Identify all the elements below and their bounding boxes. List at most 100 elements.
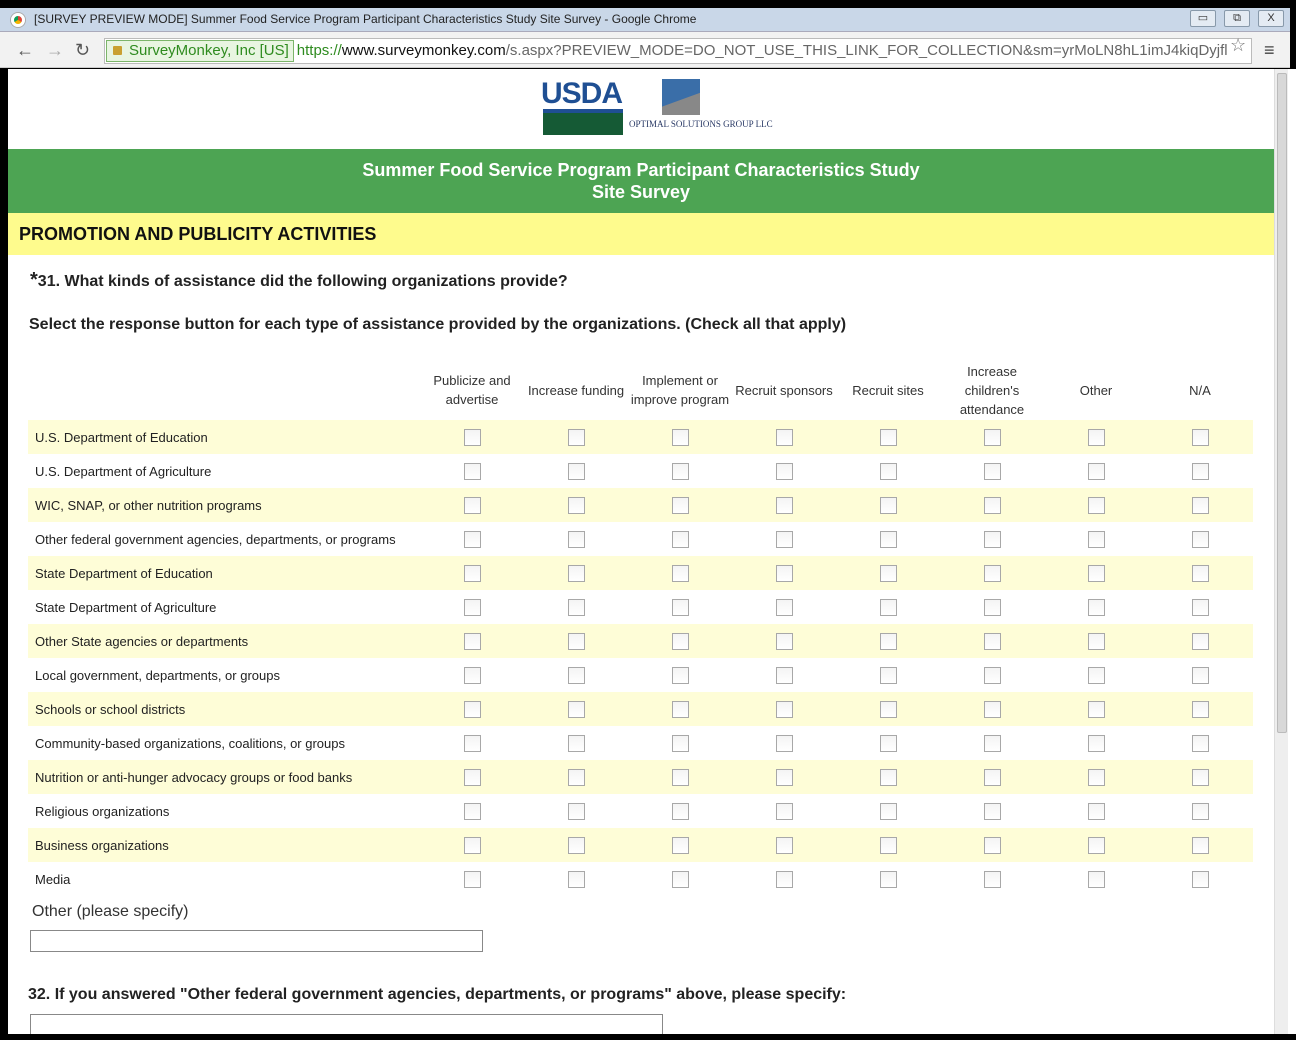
- assistance-checkbox[interactable]: [1087, 632, 1105, 650]
- close-button[interactable]: X: [1258, 10, 1284, 27]
- assistance-checkbox[interactable]: [1087, 428, 1105, 446]
- assistance-checkbox[interactable]: [1087, 666, 1105, 684]
- assistance-checkbox[interactable]: [463, 462, 481, 480]
- assistance-checkbox[interactable]: [567, 564, 585, 582]
- assistance-checkbox[interactable]: [1087, 870, 1105, 888]
- ev-certificate-badge[interactable]: SurveyMonkey, Inc [US]: [106, 40, 294, 62]
- assistance-checkbox[interactable]: [983, 870, 1001, 888]
- assistance-checkbox[interactable]: [879, 632, 897, 650]
- assistance-checkbox[interactable]: [879, 462, 897, 480]
- assistance-checkbox[interactable]: [1191, 734, 1209, 752]
- assistance-checkbox[interactable]: [567, 734, 585, 752]
- assistance-checkbox[interactable]: [1191, 768, 1209, 786]
- assistance-checkbox[interactable]: [671, 598, 689, 616]
- assistance-checkbox[interactable]: [879, 802, 897, 820]
- assistance-checkbox[interactable]: [567, 462, 585, 480]
- assistance-checkbox[interactable]: [463, 530, 481, 548]
- assistance-checkbox[interactable]: [671, 870, 689, 888]
- assistance-checkbox[interactable]: [983, 802, 1001, 820]
- minimize-button[interactable]: ▭: [1190, 10, 1216, 27]
- assistance-checkbox[interactable]: [983, 564, 1001, 582]
- assistance-checkbox[interactable]: [567, 700, 585, 718]
- forward-icon[interactable]: →: [46, 40, 64, 60]
- question-32-input[interactable]: [30, 1014, 663, 1034]
- assistance-checkbox[interactable]: [1087, 836, 1105, 854]
- assistance-checkbox[interactable]: [463, 598, 481, 616]
- assistance-checkbox[interactable]: [983, 598, 1001, 616]
- assistance-checkbox[interactable]: [775, 836, 793, 854]
- assistance-checkbox[interactable]: [671, 666, 689, 684]
- reload-icon[interactable]: ↻: [75, 40, 91, 60]
- assistance-checkbox[interactable]: [879, 428, 897, 446]
- assistance-checkbox[interactable]: [463, 428, 481, 446]
- assistance-checkbox[interactable]: [671, 734, 689, 752]
- menu-icon[interactable]: ≡: [1264, 40, 1275, 60]
- assistance-checkbox[interactable]: [983, 462, 1001, 480]
- address-bar[interactable]: SurveyMonkey, Inc [US] https://www.survey…: [104, 38, 1252, 64]
- assistance-checkbox[interactable]: [1191, 632, 1209, 650]
- assistance-checkbox[interactable]: [879, 530, 897, 548]
- assistance-checkbox[interactable]: [983, 428, 1001, 446]
- assistance-checkbox[interactable]: [983, 700, 1001, 718]
- assistance-checkbox[interactable]: [671, 530, 689, 548]
- assistance-checkbox[interactable]: [879, 598, 897, 616]
- assistance-checkbox[interactable]: [463, 700, 481, 718]
- assistance-checkbox[interactable]: [671, 632, 689, 650]
- assistance-checkbox[interactable]: [1087, 496, 1105, 514]
- assistance-checkbox[interactable]: [983, 734, 1001, 752]
- assistance-checkbox[interactable]: [671, 428, 689, 446]
- assistance-checkbox[interactable]: [463, 734, 481, 752]
- assistance-checkbox[interactable]: [671, 768, 689, 786]
- assistance-checkbox[interactable]: [983, 836, 1001, 854]
- assistance-checkbox[interactable]: [1191, 564, 1209, 582]
- assistance-checkbox[interactable]: [775, 700, 793, 718]
- assistance-checkbox[interactable]: [775, 632, 793, 650]
- assistance-checkbox[interactable]: [1087, 530, 1105, 548]
- assistance-checkbox[interactable]: [775, 496, 793, 514]
- assistance-checkbox[interactable]: [671, 802, 689, 820]
- assistance-checkbox[interactable]: [463, 564, 481, 582]
- assistance-checkbox[interactable]: [1087, 734, 1105, 752]
- assistance-checkbox[interactable]: [1191, 428, 1209, 446]
- assistance-checkbox[interactable]: [463, 870, 481, 888]
- scrollbar-thumb[interactable]: [1277, 73, 1287, 733]
- assistance-checkbox[interactable]: [1191, 870, 1209, 888]
- assistance-checkbox[interactable]: [879, 734, 897, 752]
- assistance-checkbox[interactable]: [1087, 700, 1105, 718]
- assistance-checkbox[interactable]: [671, 836, 689, 854]
- assistance-checkbox[interactable]: [879, 700, 897, 718]
- bookmark-star-icon[interactable]: ☆: [1230, 35, 1247, 55]
- assistance-checkbox[interactable]: [775, 564, 793, 582]
- assistance-checkbox[interactable]: [1191, 462, 1209, 480]
- assistance-checkbox[interactable]: [983, 632, 1001, 650]
- vertical-scrollbar[interactable]: [1274, 69, 1288, 1034]
- assistance-checkbox[interactable]: [983, 530, 1001, 548]
- assistance-checkbox[interactable]: [879, 836, 897, 854]
- assistance-checkbox[interactable]: [671, 496, 689, 514]
- assistance-checkbox[interactable]: [567, 666, 585, 684]
- assistance-checkbox[interactable]: [567, 768, 585, 786]
- assistance-checkbox[interactable]: [567, 496, 585, 514]
- assistance-checkbox[interactable]: [671, 564, 689, 582]
- assistance-checkbox[interactable]: [1087, 802, 1105, 820]
- assistance-checkbox[interactable]: [567, 870, 585, 888]
- assistance-checkbox[interactable]: [463, 632, 481, 650]
- assistance-checkbox[interactable]: [1191, 530, 1209, 548]
- assistance-checkbox[interactable]: [567, 632, 585, 650]
- back-icon[interactable]: ←: [16, 40, 34, 60]
- assistance-checkbox[interactable]: [983, 496, 1001, 514]
- assistance-checkbox[interactable]: [1087, 768, 1105, 786]
- assistance-checkbox[interactable]: [1087, 462, 1105, 480]
- assistance-checkbox[interactable]: [775, 462, 793, 480]
- assistance-checkbox[interactable]: [567, 428, 585, 446]
- assistance-checkbox[interactable]: [775, 802, 793, 820]
- assistance-checkbox[interactable]: [1087, 564, 1105, 582]
- assistance-checkbox[interactable]: [983, 768, 1001, 786]
- assistance-checkbox[interactable]: [567, 598, 585, 616]
- assistance-checkbox[interactable]: [775, 768, 793, 786]
- assistance-checkbox[interactable]: [1087, 598, 1105, 616]
- assistance-checkbox[interactable]: [567, 530, 585, 548]
- assistance-checkbox[interactable]: [463, 768, 481, 786]
- assistance-checkbox[interactable]: [463, 666, 481, 684]
- assistance-checkbox[interactable]: [567, 836, 585, 854]
